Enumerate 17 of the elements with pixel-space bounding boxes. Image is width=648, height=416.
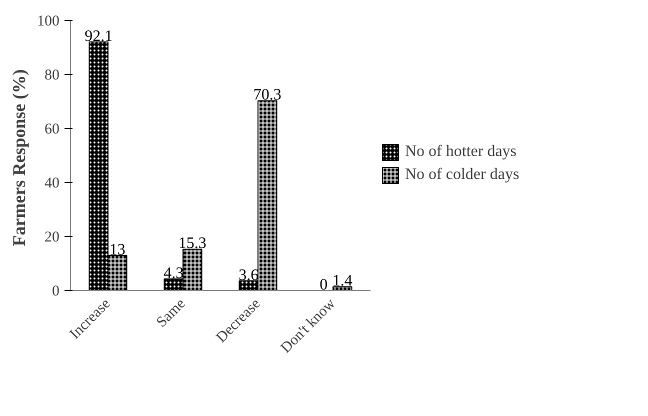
y-axis-title: Farmers Response (%) [9,69,29,246]
y-tick-label: 60 [44,122,60,138]
y-tick-label: 80 [44,68,60,84]
data-label: 13 [109,241,126,258]
y-tick-label: 40 [44,176,60,192]
data-label: 92.1 [84,28,113,45]
y-tick-label: 20 [44,230,60,246]
data-label: 15.3 [178,235,206,252]
data-label: 4.3 [164,264,184,282]
data-label: 70.3 [253,86,282,104]
y-tick-label: 0 [52,284,60,300]
legend-label: No of hotter days [405,143,517,161]
data-label: 1.4 [332,272,352,290]
legend-label: No of colder days [405,166,520,184]
y-tick-label: 100 [37,14,60,30]
data-label: 0 [320,276,328,294]
data-label: 3.6 [238,266,259,284]
